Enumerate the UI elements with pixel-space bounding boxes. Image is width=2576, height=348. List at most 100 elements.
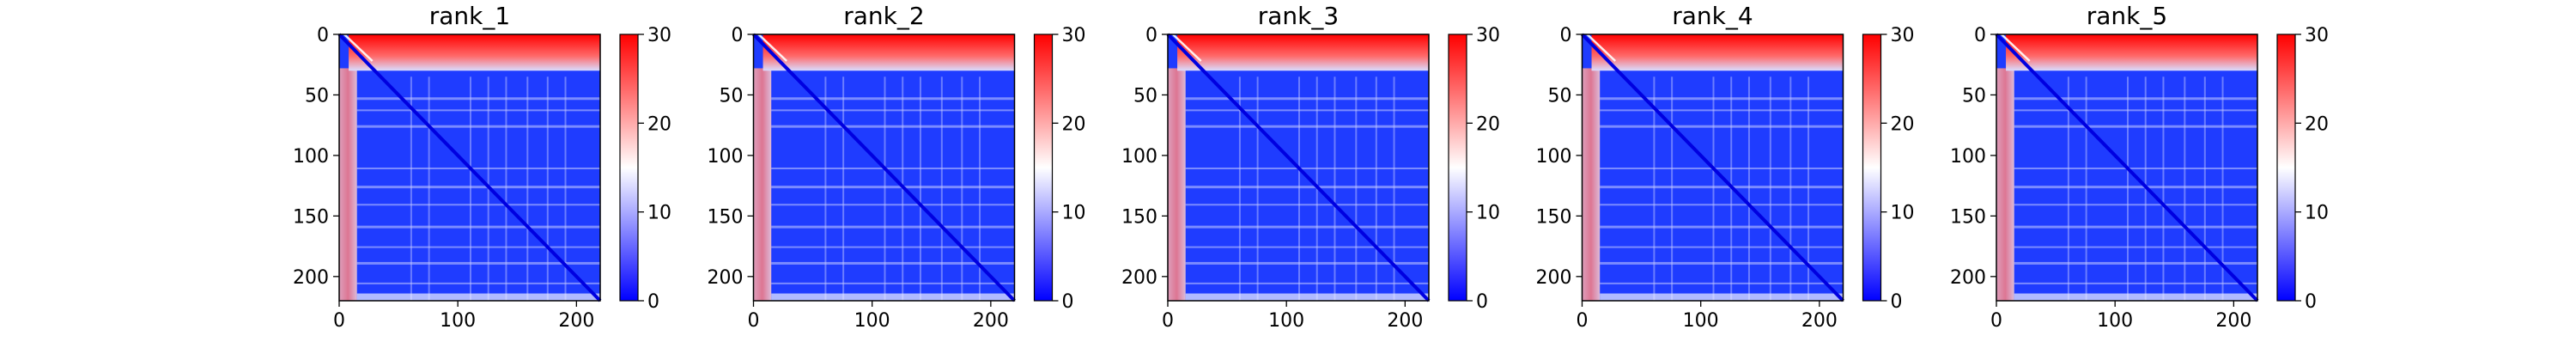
heatmap-frame [338, 34, 601, 302]
heatmap-streak-h [356, 97, 600, 101]
heatmap-streak-h [1185, 109, 1429, 112]
heatmap-bottom-strip [2014, 293, 2257, 301]
heatmap-diagonal [752, 33, 1016, 302]
colorbar-tick-label: 0 [647, 291, 659, 313]
heatmap-left-band [1996, 68, 2014, 302]
heatmap-streak-h [1185, 186, 1429, 189]
heatmap-left-band [339, 68, 357, 302]
chart-title: rank_2 [843, 2, 924, 30]
colorbar-tick-label: 30 [1891, 25, 1915, 46]
y-tick-label: 200 [1536, 267, 1572, 289]
heatmap-streak-v [2127, 76, 2129, 302]
heatmap-streak-v [2221, 76, 2224, 302]
heatmap-streak-v [1769, 76, 1771, 302]
heatmap-streak-v [1334, 76, 1336, 302]
heatmap-streak-h [771, 246, 1015, 248]
heatmap-frame [1996, 34, 2258, 302]
heatmap-streak-h [1600, 261, 1844, 265]
y-tick-label: 200 [1121, 267, 1157, 289]
heatmap-streak-v [2162, 76, 2165, 302]
colorbar [619, 34, 639, 302]
heatmap-streak-v [2067, 76, 2069, 302]
heatmap-streak-v [564, 76, 567, 302]
heatmap-streak-h [356, 109, 600, 112]
heatmap-streak-h [356, 204, 600, 206]
y-tick-label: 150 [708, 206, 744, 228]
heatmap-streak-v [1789, 76, 1792, 302]
x-tick-label: 200 [1387, 310, 1423, 332]
chart-title: rank_1 [429, 2, 510, 30]
chart-title: rank_5 [2087, 2, 2167, 30]
heatmap-streak-h [2014, 225, 2257, 229]
heatmap-streak-h [2014, 261, 2257, 265]
colorbar [1033, 34, 1054, 302]
heatmap-top-band [762, 34, 1015, 71]
heatmap-streak-v [526, 76, 529, 302]
y-tick-label: 0 [317, 25, 329, 46]
heatmap-diagonal-edge [343, 34, 374, 62]
heatmap-top-band [349, 34, 600, 71]
x-tick-label: 200 [1801, 310, 1838, 332]
colorbar-tick-label: 0 [1891, 291, 1903, 313]
colorbar-tick-label: 30 [647, 25, 671, 46]
heatmap-bottom-strip [1185, 293, 1429, 301]
heatmap-streak-h [356, 282, 600, 284]
heatmap-streak-v [1238, 76, 1241, 302]
colorbar-tick-label: 20 [647, 113, 671, 135]
heatmap-streak-v [410, 76, 412, 302]
heatmap-streak-h [1185, 168, 1429, 169]
colorbar-tick-label: 10 [1476, 203, 1500, 224]
heatmap-streak-v [824, 76, 827, 302]
heatmap-diagonal-edge [2001, 34, 2031, 62]
heatmap-streak-v [1671, 76, 1674, 302]
y-tick-label: 100 [1121, 146, 1157, 168]
x-tick-label: 0 [748, 310, 760, 332]
heatmap-top-band [1591, 34, 1844, 71]
heatmap-left-band [1582, 68, 1601, 302]
heatmap-diagonal [1166, 33, 1431, 302]
heatmap-streak-h [771, 261, 1015, 265]
heatmap-streak-v [2085, 76, 2087, 302]
y-tick-label: 150 [1950, 206, 1986, 228]
heatmap-streak-h [1600, 204, 1844, 206]
x-tick-label: 0 [333, 310, 345, 332]
heatmap-streak-v [1393, 76, 1395, 302]
heatmap-streak-h [1600, 109, 1844, 112]
heatmap-top-band [1177, 34, 1429, 71]
heatmap-streak-v [505, 76, 507, 302]
heatmap-frame [1581, 34, 1844, 302]
colorbar-tick-label: 20 [1891, 113, 1915, 135]
heatmap-diagonal [1581, 33, 1844, 302]
chart-title: rank_3 [1258, 2, 1339, 30]
heatmap-streak-v [919, 76, 921, 302]
heatmap-streak-v [842, 76, 845, 302]
colorbar [2276, 34, 2296, 302]
colorbar [1448, 34, 1467, 302]
heatmap-streak-v [961, 76, 963, 302]
heatmap-streak-v [2203, 76, 2206, 302]
x-tick-label: 100 [2097, 310, 2133, 332]
y-tick-label: 0 [1145, 25, 1157, 46]
heatmap-streak-h [1600, 186, 1844, 189]
heatmap-bottom-strip [1600, 293, 1844, 301]
heatmap-streak-h [1185, 225, 1429, 229]
colorbar-tick-label: 20 [2305, 113, 2329, 135]
y-tick-label: 0 [1974, 25, 1986, 46]
colorbar-tick-label: 10 [647, 203, 671, 224]
heatmap-streak-v [428, 76, 430, 302]
heatmap-streak-v [546, 76, 549, 302]
heatmap-streak-h [1600, 125, 1844, 128]
heatmap-streak-h [356, 125, 600, 128]
heatmap-diagonal-edge [1586, 34, 1617, 62]
heatmap-streak-h [2014, 282, 2257, 284]
colorbar-tick-label: 30 [1062, 25, 1086, 46]
y-tick-label: 0 [732, 25, 744, 46]
x-tick-label: 0 [1162, 310, 1174, 332]
heatmap-streak-h [771, 225, 1015, 229]
x-tick-label: 200 [2215, 310, 2251, 332]
heatmap-diagonal [337, 33, 602, 302]
